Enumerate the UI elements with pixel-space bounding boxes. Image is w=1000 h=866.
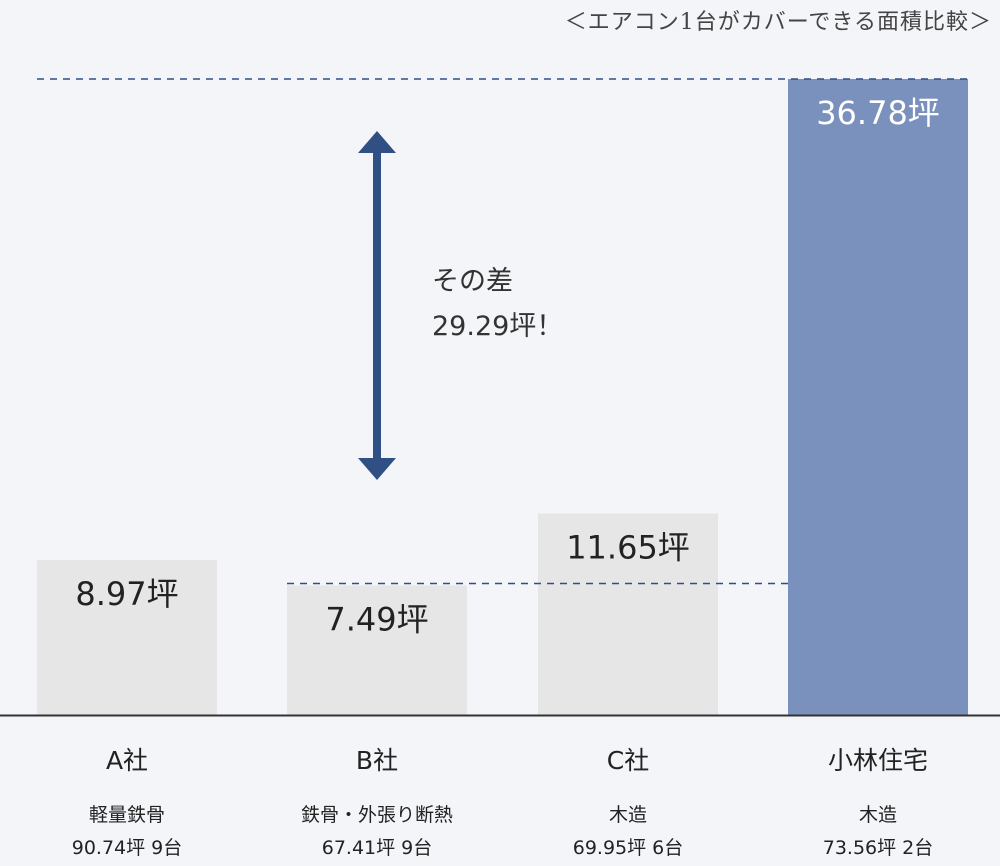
arrow-down-icon [358, 458, 396, 480]
category-label-kobayashi: 小林住宅 [827, 746, 928, 775]
category-label-a: A社 [105, 746, 149, 775]
bar-1 [37, 559, 217, 715]
bar-2 [287, 585, 467, 715]
value-label-4: 36.78坪 [816, 94, 940, 132]
structure-label-kobayashi: 木造 [858, 804, 897, 826]
bar-3 [538, 513, 718, 715]
value-label-1: 8.97坪 [75, 575, 178, 613]
bar-4 [788, 79, 968, 715]
category-detail-a: 軽量鉄骨 90.74坪 9台 [7, 799, 247, 865]
difference-label: その差 [432, 266, 513, 297]
category-detail-kobayashi: 木造 73.56坪 2台 [758, 799, 998, 865]
structure-label-c: 木造 [608, 804, 647, 826]
spec-label-c: 69.95坪 6台 [572, 837, 684, 859]
difference-annotation: その差 29.29坪！ [432, 259, 563, 349]
structure-label-a: 軽量鉄骨 [88, 804, 165, 826]
structure-label-b: 鉄骨・外張り断熱 [300, 804, 453, 826]
category-label-c: C社 [606, 746, 650, 775]
spec-label-kobayashi: 73.56坪 2台 [822, 837, 934, 859]
difference-value: 29.29坪！ [432, 311, 564, 342]
spec-label-b: 67.41坪 9台 [321, 837, 433, 859]
chart-title: ＜エアコン1台がカバーできる面積比較＞ [564, 10, 992, 35]
category-detail-c: 木造 69.95坪 6台 [508, 799, 748, 865]
arrow-up-icon [358, 131, 396, 153]
value-label-2: 7.49坪 [325, 600, 428, 638]
value-label-3: 11.65坪 [566, 529, 690, 567]
category-detail-b: 鉄骨・外張り断熱 67.41坪 9台 [257, 799, 497, 865]
category-label-b: B社 [355, 746, 399, 775]
spec-label-a: 90.74坪 9台 [71, 837, 183, 859]
